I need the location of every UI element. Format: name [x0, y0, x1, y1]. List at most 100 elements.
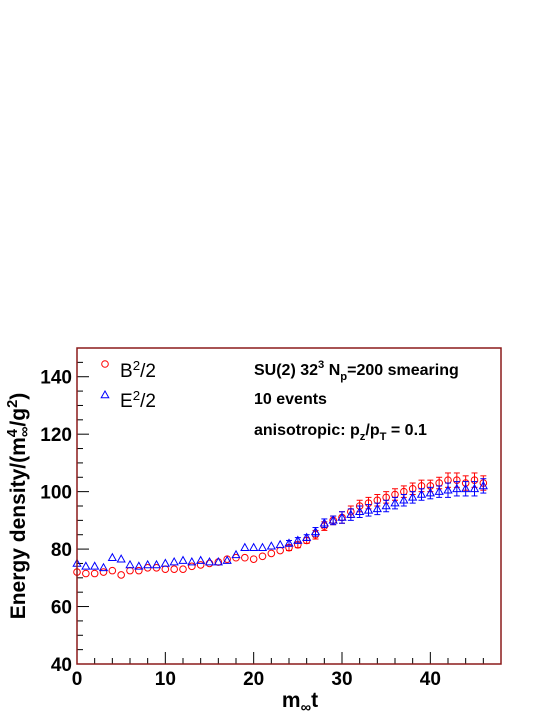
y-title-sup: 2: [5, 400, 21, 408]
data-point-e2: [213, 556, 223, 566]
data-point-b2: [161, 565, 170, 574]
y-title-sup: 4: [5, 428, 21, 437]
data-point-b2: [267, 549, 276, 558]
y-axis-title: Energy density/(m4∞/g2): [5, 393, 33, 620]
data-point-e2: [363, 505, 374, 514]
data-point-e2: [425, 488, 435, 497]
data-point-b2: [90, 569, 99, 578]
data-point-b2: [135, 566, 143, 575]
data-point-e2: [134, 561, 144, 570]
data-point-b2: [188, 562, 196, 571]
data-point-e2: [204, 556, 215, 566]
data-point-e2: [160, 558, 170, 567]
data-point-e2: [319, 518, 329, 527]
data-point-e2: [178, 555, 188, 564]
y-tick-label: 140: [40, 368, 72, 389]
y-title-part: /g: [7, 408, 30, 427]
plot-frame: [76, 347, 502, 665]
data-point-b2: [82, 569, 90, 578]
annotation-anisotropy: anisotropic: pz/pT = 0.1: [254, 422, 427, 443]
data-point-b2: [258, 552, 267, 561]
legend-label-e2-part: E: [120, 391, 133, 412]
data-point-e2: [434, 486, 444, 495]
data-point-e2: [310, 526, 321, 536]
data-point-e2: [125, 559, 135, 569]
y-title-part: ): [7, 393, 30, 400]
annotation-anisotropy-part: T: [380, 431, 387, 443]
data-point-e2: [231, 549, 241, 559]
legend-marker-circle: [101, 360, 109, 368]
data-point-e2: [151, 559, 162, 569]
series-e2: [72, 478, 488, 572]
data-point-e2: [187, 556, 197, 566]
annotation-events-part: 10 events: [254, 391, 327, 408]
annotation-title-part: SU(2) 32: [254, 362, 318, 379]
data-point-e2: [355, 506, 365, 516]
annotation-events: 10 events: [254, 391, 327, 408]
data-point-e2: [399, 495, 409, 504]
data-point-e2: [443, 485, 453, 494]
data-point-b2: [179, 565, 187, 574]
y-tick-label: 80: [51, 540, 72, 561]
x-axis-title-t: t: [311, 689, 318, 712]
data-point-b2: [276, 546, 284, 555]
data-point-e2: [328, 515, 338, 524]
y-tick-label: 40: [51, 655, 72, 676]
annotation-anisotropy-part: = 0.1: [386, 422, 427, 439]
data-point-e2: [346, 509, 356, 518]
data-point-e2: [90, 561, 100, 570]
legend-label-e2-part: 2: [133, 388, 140, 403]
data-point-e2: [81, 561, 91, 570]
data-point-b2: [249, 555, 258, 563]
annotation-anisotropy-part: z: [360, 431, 366, 443]
y-tick-label: 100: [40, 483, 72, 504]
data-point-e2: [302, 532, 312, 541]
data-point-e2: [275, 539, 285, 549]
legend-marker-triangle: [100, 389, 110, 399]
legend-label-b2-part: B: [120, 361, 133, 382]
data-point-e2: [381, 500, 391, 510]
data-point-e2: [408, 492, 418, 501]
data-point-e2: [416, 489, 427, 498]
data-point-e2: [469, 483, 480, 493]
y-tick-label: 120: [40, 425, 72, 446]
data-point-b2: [108, 566, 117, 575]
data-point-e2: [249, 542, 259, 551]
legend-label-e2-part: /2: [140, 391, 156, 412]
x-axis-title-sub: ∞: [301, 700, 311, 716]
data-point-b2: [117, 571, 125, 579]
annotation-title-part: N: [324, 362, 340, 379]
x-axis-title-m: m: [282, 689, 301, 712]
annotation-title-part: p: [340, 371, 347, 383]
data-point-b2: [170, 565, 178, 574]
data-point-e2: [293, 535, 303, 544]
annotation-title: SU(2) 323 Np=200 smearing: [254, 359, 459, 383]
x-tick-label: 30: [331, 669, 352, 690]
data-point-e2: [116, 554, 126, 563]
data-points: [72, 472, 488, 579]
legend-label-b2-part: 2: [133, 358, 140, 373]
y-title-part: Energy density/(m: [7, 437, 30, 619]
legend-label-b2-part: /2: [140, 361, 156, 382]
data-point-e2: [461, 483, 471, 493]
data-point-b2: [99, 568, 108, 576]
data-point-e2: [284, 538, 294, 547]
x-tick-label: 20: [243, 669, 264, 690]
data-point-e2: [143, 559, 153, 569]
data-point-e2: [452, 483, 462, 493]
x-axis-title: m∞t: [282, 689, 318, 716]
legend-label-e2: E2/2: [120, 388, 156, 412]
annotation-anisotropy-part: /p: [365, 422, 379, 439]
data-point-e2: [478, 480, 488, 490]
y-axis-title-group: Energy density/(m4∞/g2): [5, 393, 33, 620]
x-tick-label: 0: [72, 669, 83, 690]
data-point-b2: [241, 553, 249, 562]
x-tick-label: 40: [420, 669, 441, 690]
data-point-e2: [98, 562, 109, 572]
annotation-anisotropy-part: anisotropic: p: [254, 422, 360, 439]
data-point-e2: [107, 552, 117, 562]
annotation-title-part: 3: [318, 359, 324, 371]
data-point-e2: [222, 555, 232, 564]
